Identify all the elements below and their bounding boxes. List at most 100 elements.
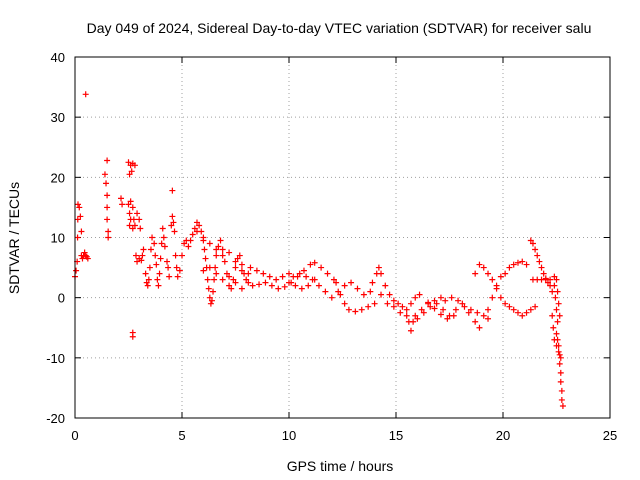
data-point — [553, 330, 560, 337]
data-point — [146, 264, 153, 271]
data-point — [292, 282, 299, 289]
data-point — [130, 216, 137, 223]
data-point — [416, 291, 423, 298]
data-point — [476, 261, 483, 268]
data-point — [193, 228, 200, 235]
data-point — [119, 201, 126, 208]
data-point — [234, 255, 241, 262]
data-point — [286, 270, 292, 277]
data-point — [226, 273, 233, 280]
data-point — [375, 264, 382, 271]
data-point — [193, 219, 200, 226]
data-point — [74, 234, 81, 241]
data-point — [169, 213, 176, 220]
data-point — [425, 299, 432, 306]
data-point — [472, 318, 479, 325]
x-tick-label: 15 — [389, 428, 403, 443]
data-point — [510, 261, 517, 268]
data-point — [215, 243, 222, 250]
data-point — [485, 306, 492, 313]
data-point — [378, 291, 385, 298]
data-point — [559, 402, 566, 409]
data-point — [448, 294, 455, 301]
data-point — [493, 282, 500, 289]
data-point — [230, 276, 237, 283]
data-point — [553, 276, 560, 283]
data-point — [266, 273, 273, 280]
data-point — [489, 276, 496, 283]
data-point — [534, 252, 541, 259]
plot-frame — [74, 56, 611, 419]
data-point — [134, 258, 141, 265]
data-point — [217, 237, 224, 244]
data-point — [414, 315, 421, 322]
data-point — [337, 291, 344, 298]
data-point — [510, 306, 517, 313]
data-point — [210, 288, 217, 295]
data-point — [330, 276, 337, 283]
data-point — [544, 279, 551, 286]
data-point — [201, 246, 208, 253]
data-point — [335, 288, 342, 295]
data-point — [403, 312, 410, 319]
data-point — [418, 306, 425, 313]
data-point — [125, 201, 132, 208]
data-point — [174, 273, 181, 280]
data-point — [160, 234, 167, 241]
data-point — [206, 240, 213, 247]
data-point — [324, 270, 331, 277]
data-point — [307, 261, 314, 268]
data-point — [341, 282, 348, 289]
data-point — [236, 252, 243, 259]
data-point — [165, 264, 172, 271]
data-point — [523, 261, 530, 268]
data-point — [101, 171, 108, 178]
data-point — [390, 303, 397, 310]
data-point — [169, 187, 176, 194]
y-tick-label: 30 — [51, 110, 65, 125]
data-point — [523, 309, 530, 316]
data-point — [131, 162, 138, 169]
data-point — [506, 303, 513, 310]
data-point — [427, 303, 434, 310]
data-point — [245, 279, 252, 286]
data-point — [450, 312, 457, 319]
data-point — [485, 315, 492, 322]
data-point — [74, 201, 81, 208]
data-point — [452, 306, 459, 313]
data-point — [181, 240, 188, 247]
data-point — [433, 300, 440, 307]
data-point — [298, 285, 305, 292]
data-point — [126, 171, 133, 178]
data-point — [382, 282, 389, 289]
data-point — [173, 264, 180, 271]
x-tick-label: 20 — [496, 428, 510, 443]
data-point — [341, 300, 348, 307]
data-point — [352, 308, 359, 315]
data-point — [532, 303, 539, 310]
grid — [75, 57, 610, 418]
data-point — [247, 264, 254, 271]
data-point — [354, 285, 361, 292]
data-point — [552, 294, 559, 301]
data-point — [172, 252, 179, 259]
data-point — [223, 270, 230, 277]
data-point — [536, 258, 543, 265]
data-point — [105, 234, 112, 241]
data-point — [134, 210, 141, 217]
data-point — [76, 204, 83, 211]
data-point — [137, 225, 144, 232]
data-point — [219, 246, 226, 253]
data-point — [378, 270, 385, 277]
data-point — [549, 288, 556, 295]
data-point — [79, 255, 86, 262]
data-point — [156, 270, 163, 277]
chart-title: Day 049 of 2024, Sidereal Day-to-day VTE… — [87, 20, 592, 36]
data-point — [431, 297, 438, 304]
data-point — [311, 259, 318, 266]
data-point — [132, 252, 139, 259]
y-tick-label: 40 — [51, 50, 65, 65]
data-point — [472, 270, 479, 277]
y-tick-label: -10 — [46, 351, 65, 366]
data-point — [474, 309, 481, 316]
